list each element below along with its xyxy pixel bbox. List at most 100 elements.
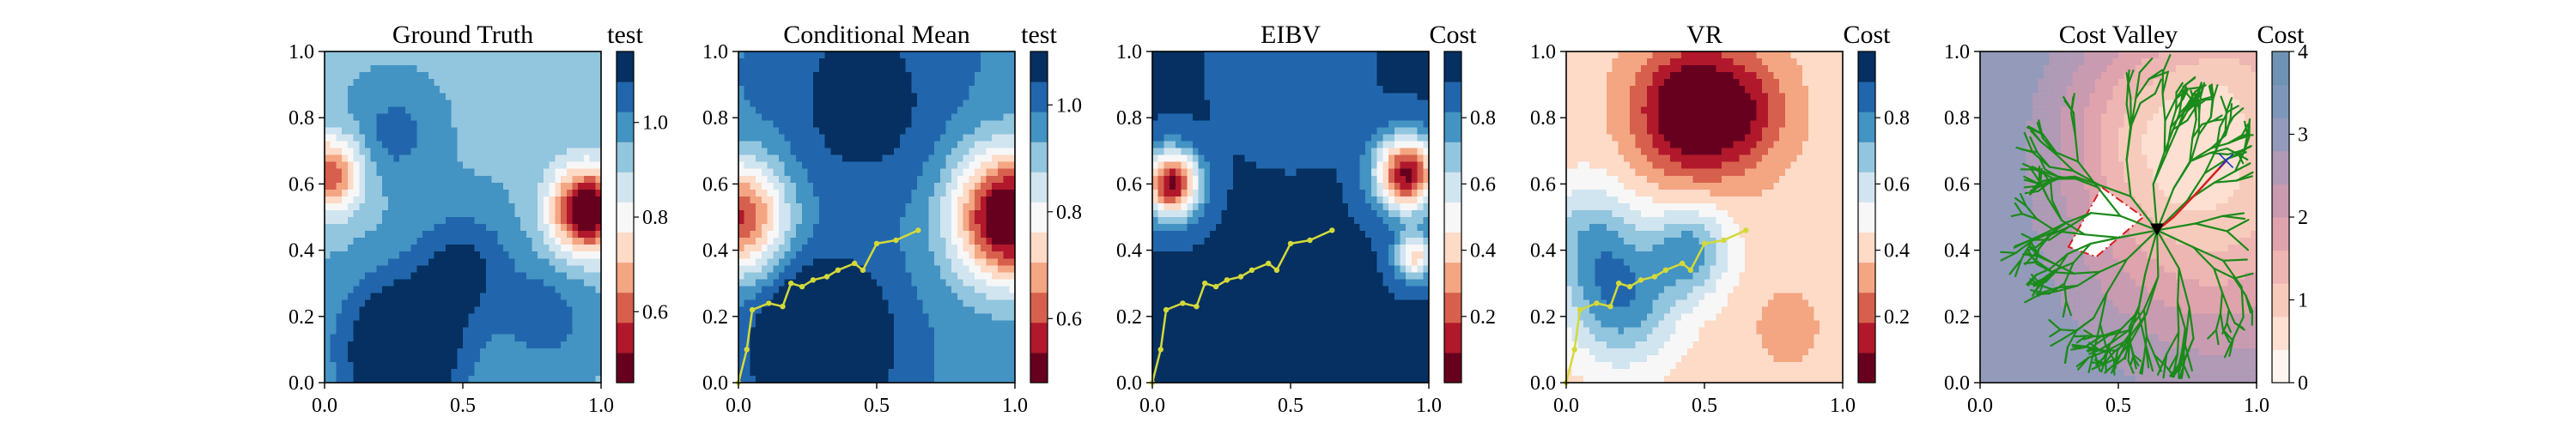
- heatmap-cell: [497, 79, 503, 87]
- heatmap-cell: [773, 335, 779, 342]
- heatmap-cell: [544, 113, 550, 121]
- heatmap-cell: [388, 279, 394, 287]
- heatmap-cell: [538, 210, 544, 218]
- heatmap-cell: [365, 245, 371, 252]
- heatmap-cell: [452, 120, 458, 128]
- heatmap-cell: [538, 300, 544, 308]
- heatmap-cell: [514, 258, 520, 266]
- heatmap-cell: [1176, 286, 1182, 293]
- heatmap-cell: [768, 79, 774, 87]
- heatmap-cell: [854, 341, 860, 349]
- heatmap-cell: [1176, 120, 1182, 128]
- heatmap-cell: [906, 307, 912, 315]
- heatmap-cell: [446, 335, 452, 342]
- heatmap-cell: [951, 265, 957, 273]
- heatmap-cell: [567, 231, 573, 239]
- heatmap-cell: [883, 321, 889, 329]
- heatmap-cell: [1176, 93, 1182, 100]
- heatmap-cell: [480, 369, 486, 377]
- heatmap-cell: [981, 190, 987, 197]
- heatmap-cell: [911, 258, 917, 266]
- heatmap-cell: [917, 335, 923, 342]
- heatmap-cell: [371, 238, 377, 245]
- y-tick-label: 0.0: [702, 372, 728, 395]
- heatmap-cell: [469, 196, 475, 204]
- heatmap-cell: [894, 65, 900, 73]
- heatmap-cell: [428, 106, 434, 114]
- heatmap-cell: [359, 58, 365, 66]
- heatmap-cell: [963, 127, 969, 135]
- heatmap-cell: [567, 135, 573, 142]
- heatmap-cell: [957, 203, 963, 211]
- heatmap-cell: [526, 106, 532, 114]
- heatmap-cell: [567, 65, 573, 73]
- heatmap-cell: [428, 362, 434, 370]
- heatmap-cell: [532, 328, 538, 335]
- heatmap-cell: [825, 183, 831, 190]
- heatmap-cell: [940, 190, 946, 197]
- heatmap-cell: [492, 127, 498, 135]
- heatmap-cell: [928, 245, 934, 252]
- heatmap-cell: [526, 65, 532, 73]
- heatmap-cell: [365, 203, 371, 211]
- heatmap-cell: [446, 300, 452, 308]
- heatmap-cell: [911, 135, 917, 142]
- heatmap-cell: [371, 169, 377, 177]
- heatmap-cell: [399, 286, 405, 293]
- heatmap-cell: [434, 106, 440, 114]
- heatmap-cell: [497, 328, 503, 335]
- heatmap-cell: [325, 321, 331, 329]
- heatmap-cell: [854, 238, 860, 245]
- heatmap-cell: [388, 307, 394, 315]
- heatmap-cell: [509, 106, 515, 114]
- heatmap-cell: [923, 210, 929, 218]
- heatmap-cell: [486, 148, 492, 156]
- heatmap-cell: [492, 328, 498, 335]
- heatmap-cell: [567, 328, 573, 335]
- heatmap-cell: [957, 321, 963, 329]
- heatmap-cell: [336, 210, 342, 218]
- heatmap-cell: [388, 79, 394, 87]
- heatmap-cell: [940, 135, 946, 142]
- heatmap-cell: [359, 183, 365, 190]
- heatmap-cell: [744, 362, 750, 370]
- heatmap-cell: [825, 307, 831, 315]
- heatmap-cell: [526, 72, 532, 80]
- heatmap-cell: [584, 238, 590, 245]
- heatmap-cell: [1163, 328, 1170, 335]
- heatmap-cell: [359, 293, 365, 300]
- heatmap-cell: [584, 355, 590, 363]
- heatmap-cell: [790, 238, 796, 245]
- heatmap-cell: [348, 238, 354, 245]
- heatmap-cell: [888, 286, 894, 293]
- heatmap-cell: [866, 210, 872, 218]
- heatmap-cell: [416, 314, 422, 322]
- heatmap-cell: [434, 217, 440, 225]
- heatmap-cell: [371, 135, 377, 142]
- heatmap-cell: [866, 65, 872, 73]
- heatmap-cell: [497, 286, 503, 293]
- heatmap-cell: [836, 65, 842, 73]
- heatmap-cell: [917, 258, 923, 266]
- heatmap-cell: [773, 314, 779, 322]
- heatmap-cell: [359, 251, 365, 259]
- heatmap-cell: [842, 348, 848, 356]
- heatmap-cell: [738, 203, 744, 211]
- heatmap-cell: [860, 321, 866, 329]
- heatmap-cell: [756, 355, 762, 363]
- heatmap-cell: [474, 341, 480, 349]
- heatmap-cell: [544, 142, 550, 149]
- heatmap-cell: [1152, 348, 1158, 356]
- heatmap-cell: [802, 348, 808, 356]
- heatmap-cell: [578, 51, 584, 59]
- heatmap-cell: [860, 348, 866, 356]
- heatmap-cell: [382, 106, 388, 114]
- heatmap-cell: [382, 286, 388, 293]
- heatmap-cell: [342, 224, 348, 232]
- heatmap-cell: [1163, 348, 1170, 356]
- heatmap-cell: [469, 142, 475, 149]
- heatmap-cell: [544, 79, 550, 87]
- heatmap-cell: [813, 258, 819, 266]
- heatmap-cell: [986, 272, 992, 280]
- heatmap-cell: [998, 203, 1004, 211]
